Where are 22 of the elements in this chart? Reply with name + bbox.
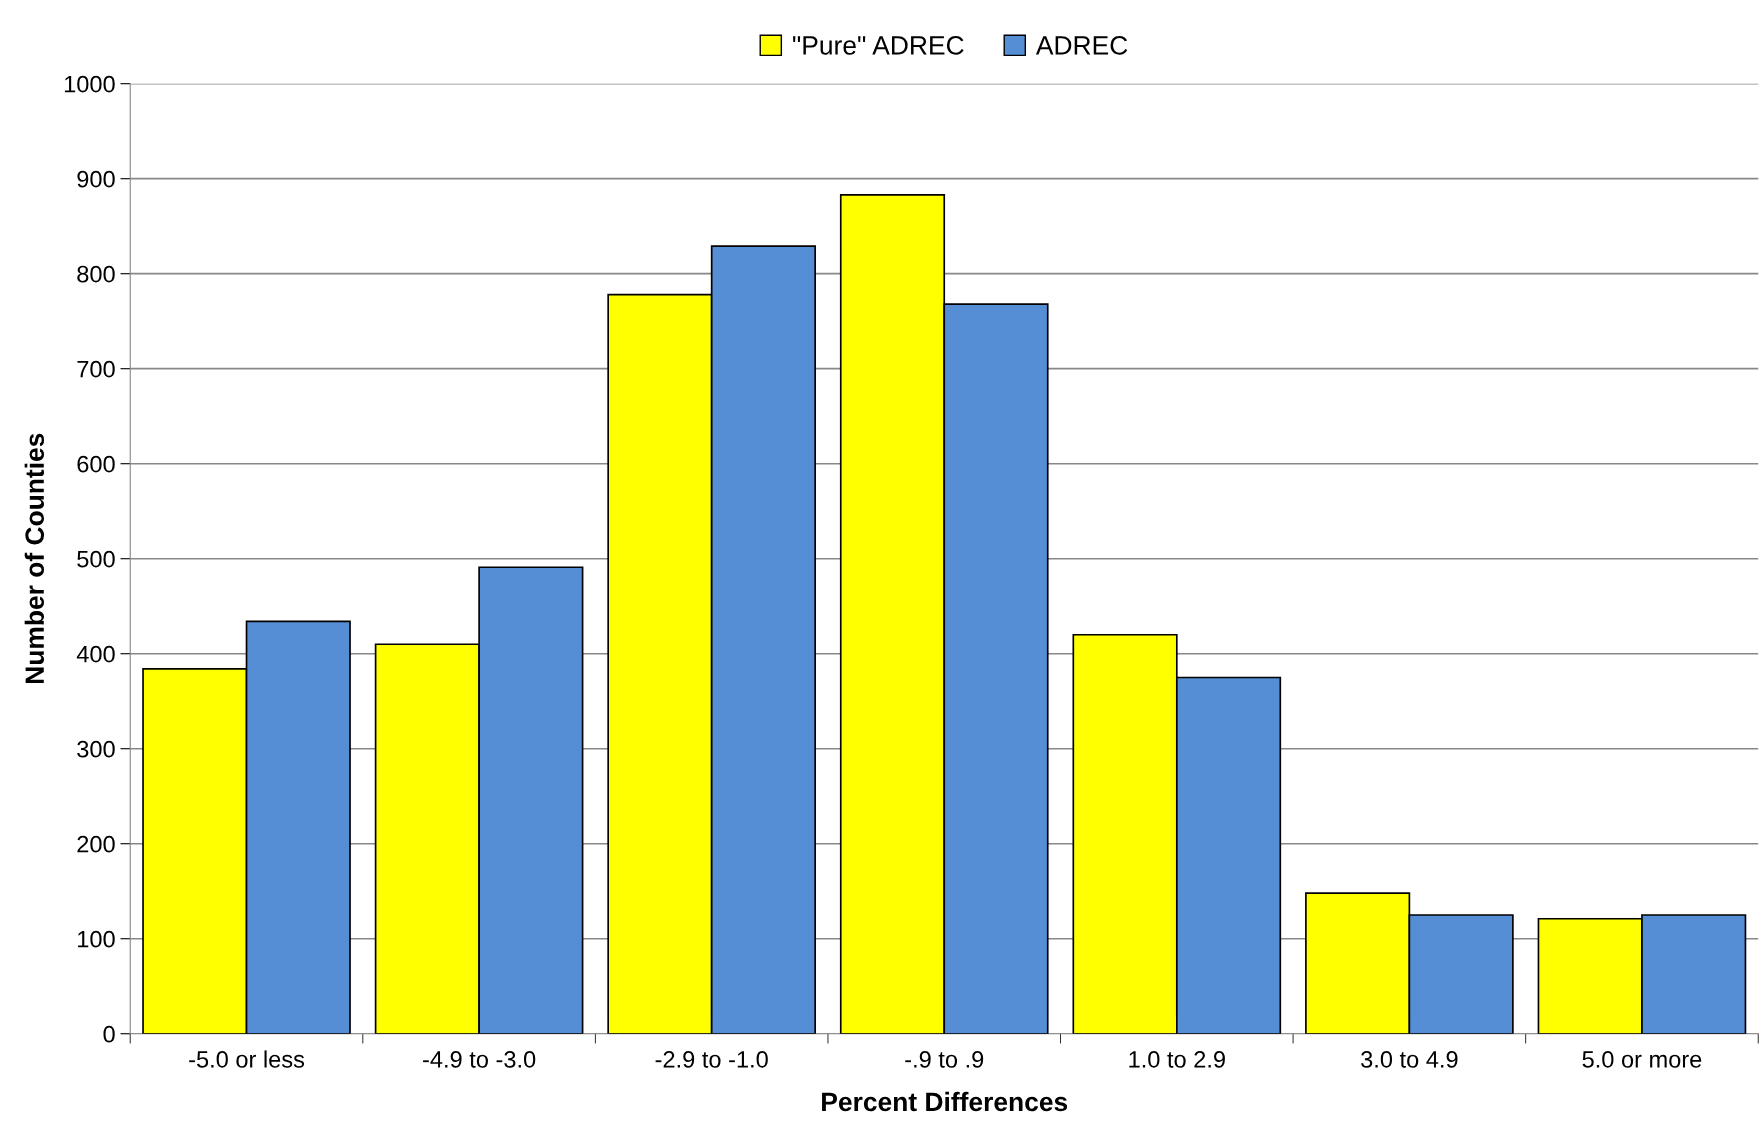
y-tick-label: 300 <box>77 740 115 758</box>
y-tick-label: 400 <box>76 645 115 663</box>
legend-label: "Pure" ADREC <box>793 36 964 55</box>
x-tick-label: -2.9 to -1.0 <box>655 1051 768 1068</box>
y-tick-label: 800 <box>77 265 115 283</box>
x-axis-title: Percent Differences <box>822 1091 1068 1112</box>
y-tick-label: 700 <box>77 360 115 378</box>
y-tick-label: 1000 <box>64 75 115 93</box>
x-tick-label: -4.9 to -3.0 <box>423 1051 536 1068</box>
x-tick-label: 5.0 or more <box>1582 1051 1702 1068</box>
x-tick-label: -5.0 or less <box>189 1050 305 1068</box>
y-tick-label: 500 <box>77 550 115 568</box>
x-tick-label: -.9 to .9 <box>905 1051 984 1068</box>
y-tick-label: 900 <box>77 170 115 188</box>
x-tick-label: 3.0 to 4.9 <box>1361 1051 1458 1068</box>
y-axis-title: Number of Counties <box>24 433 45 684</box>
legend-label: ADREC <box>1035 36 1128 55</box>
y-tick-label: 0 <box>103 1025 115 1043</box>
y-tick-label: 100 <box>78 930 115 948</box>
y-tick-label: 600 <box>77 455 115 473</box>
x-tick-label: 1.0 to 2.9 <box>1129 1051 1225 1068</box>
y-tick-label: 200 <box>77 835 115 853</box>
